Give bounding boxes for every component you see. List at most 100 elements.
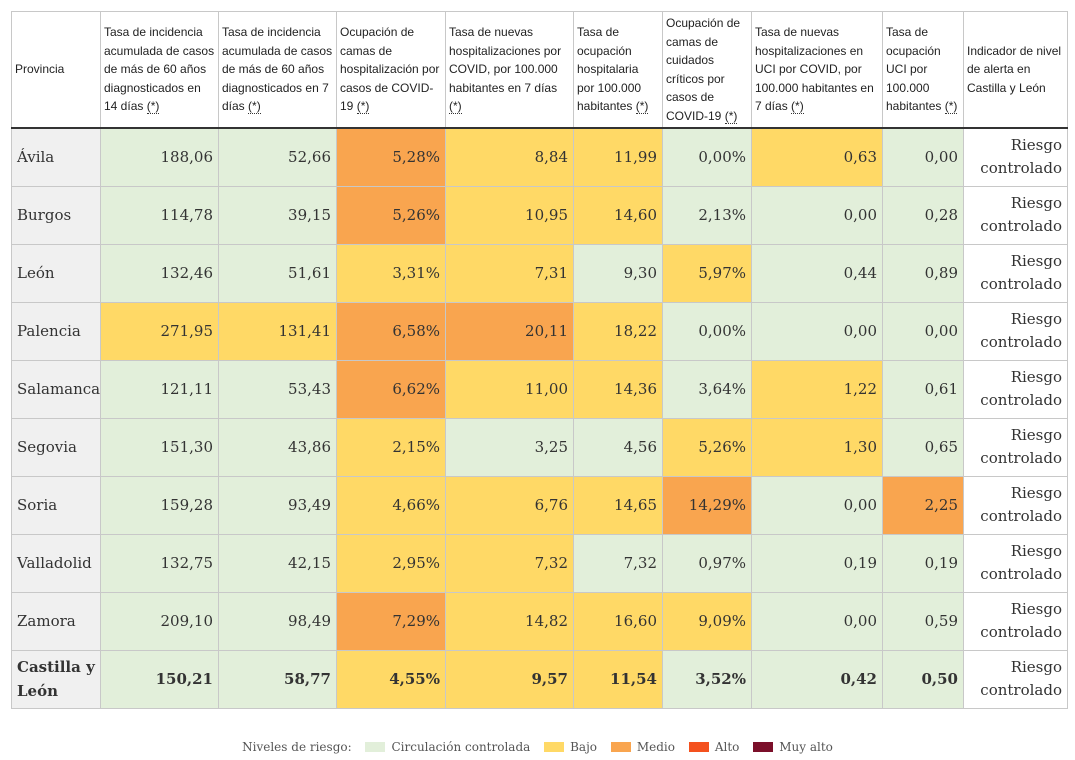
value-cell: 0,89	[882, 243, 964, 303]
value-cell: 150,21	[100, 649, 219, 709]
alert-level-cell: Riesgo controlado	[963, 649, 1068, 709]
value-cell: 131,41	[218, 301, 337, 361]
province-cell: Salamanca	[11, 359, 101, 419]
value-cell: 11,00	[445, 359, 574, 419]
province-cell: Zamora	[11, 591, 101, 651]
province-cell: Palencia	[11, 301, 101, 361]
value-cell: 188,06	[100, 127, 219, 187]
footnote-link[interactable]: (*)	[791, 99, 804, 115]
alert-level-cell: Riesgo controlado	[963, 185, 1068, 245]
header-ocupacion-hospitalaria: Tasa de ocupación hospitalaria por 100.0…	[573, 11, 663, 129]
value-cell: 0,00	[751, 475, 883, 535]
value-cell: 271,95	[100, 301, 219, 361]
legend-item-label: Circulación controlada	[391, 740, 531, 754]
table-row: Ávila 188,06 52,66 5,28% 8,84 11,99 0,00% 0,63 0…	[11, 127, 1068, 187]
value-cell: 14,65	[573, 475, 663, 535]
value-cell: 6,62%	[336, 359, 446, 419]
table-row: Valladolid 132,75 42,15 2,95% 7,32 7,32 0,97% 0…	[11, 533, 1068, 593]
legend-label: Niveles de riesgo:	[242, 740, 352, 754]
value-cell: 2,25	[882, 475, 964, 535]
table-row: Soria 159,28 93,49 4,66% 6,76 14,65 14,29% 0,00…	[11, 475, 1068, 535]
value-cell: 1,22	[751, 359, 883, 419]
value-cell: 3,64%	[662, 359, 752, 419]
value-cell: 98,49	[218, 591, 337, 651]
value-cell: 3,31%	[336, 243, 446, 303]
value-cell: 0,59	[882, 591, 964, 651]
value-cell: 11,99	[573, 127, 663, 187]
header-indicador-alerta: Indicador de nivel de alerta en Castilla…	[963, 11, 1068, 129]
value-cell: 39,15	[218, 185, 337, 245]
value-cell: 4,66%	[336, 475, 446, 535]
alert-level-cell: Riesgo controlado	[963, 417, 1068, 477]
province-cell: Valladolid	[11, 533, 101, 593]
legend-swatch	[544, 742, 565, 752]
header-provincia: Provincia	[11, 11, 101, 129]
province-cell: León	[11, 243, 101, 303]
legend-item-label: Muy alto	[779, 740, 833, 754]
value-cell: 7,31	[445, 243, 574, 303]
value-cell: 0,00	[751, 301, 883, 361]
value-cell: 20,11	[445, 301, 574, 361]
table-row: Burgos 114,78 39,15 5,26% 10,95 14,60 2,13% 0,0…	[11, 185, 1068, 245]
value-cell: 42,15	[218, 533, 337, 593]
value-cell: 16,60	[573, 591, 663, 651]
footnote-link[interactable]: (*)	[146, 99, 160, 115]
value-cell: 3,25	[445, 417, 574, 477]
value-cell: 121,11	[100, 359, 219, 419]
footnote-link[interactable]: (*)	[248, 99, 261, 115]
value-cell: 0,00%	[662, 301, 752, 361]
value-cell: 93,49	[218, 475, 337, 535]
alert-level-cell: Riesgo controlado	[963, 243, 1068, 303]
risk-indicators-table: Provincia Tasa de incidencia acumulada d…	[11, 11, 1068, 709]
legend-swatch	[688, 742, 709, 752]
value-cell: 5,26%	[662, 417, 752, 477]
value-cell: 159,28	[100, 475, 219, 535]
value-cell: 6,58%	[336, 301, 446, 361]
value-cell: 0,00	[751, 185, 883, 245]
value-cell: 3,52%	[662, 649, 752, 709]
value-cell: 14,60	[573, 185, 663, 245]
value-cell: 0,28	[882, 185, 964, 245]
value-cell: 10,95	[445, 185, 574, 245]
legend-item-alto: Alto	[688, 740, 740, 754]
footnote-link[interactable]: (*)	[635, 99, 649, 115]
value-cell: 43,86	[218, 417, 337, 477]
value-cell: 0,00	[751, 591, 883, 651]
value-cell: 58,77	[218, 649, 337, 709]
value-cell: 53,43	[218, 359, 337, 419]
value-cell: 4,56	[573, 417, 663, 477]
table-row: Zamora 209,10 98,49 7,29% 14,82 16,60 9,09% 0,0…	[11, 591, 1068, 651]
table-row: Palencia 271,95 131,41 6,58% 20,11 18,22 0,00%…	[11, 301, 1068, 361]
value-cell: 5,26%	[336, 185, 446, 245]
value-cell: 14,29%	[662, 475, 752, 535]
alert-level-cell: Riesgo controlado	[963, 591, 1068, 651]
value-cell: 0,42	[751, 649, 883, 709]
value-cell: 0,50	[882, 649, 964, 709]
legend-swatch	[610, 742, 631, 752]
value-cell: 114,78	[100, 185, 219, 245]
legend-item-bajo: Bajo	[544, 740, 597, 754]
footnote-link[interactable]: (*)	[449, 99, 462, 115]
value-cell: 0,63	[751, 127, 883, 187]
alert-level-cell: Riesgo controlado	[963, 533, 1068, 593]
province-cell: Burgos	[11, 185, 101, 245]
value-cell: 2,95%	[336, 533, 446, 593]
province-cell: Soria	[11, 475, 101, 535]
value-cell: 132,46	[100, 243, 219, 303]
value-cell: 7,32	[445, 533, 574, 593]
alert-level-cell: Riesgo controlado	[963, 127, 1068, 187]
table-row: Segovia 151,30 43,86 2,15% 3,25 4,56 5,26% 1,30…	[11, 417, 1068, 477]
value-cell: 7,32	[573, 533, 663, 593]
value-cell: 132,75	[100, 533, 219, 593]
footnote-link[interactable]: (*)	[944, 99, 958, 115]
legend-item-label: Alto	[714, 740, 740, 754]
value-cell: 14,82	[445, 591, 574, 651]
footnote-link[interactable]: (*)	[724, 108, 738, 124]
province-cell: Castilla y León	[11, 649, 101, 709]
province-cell: Ávila	[11, 127, 101, 187]
value-cell: 9,30	[573, 243, 663, 303]
header-incidencia-14d: Tasa de incidencia acumulada de casos de…	[100, 11, 219, 129]
risk-legend: Niveles de riesgo: Circulación controlad…	[0, 740, 1075, 754]
footnote-link[interactable]: (*)	[356, 99, 370, 115]
header-ocupacion-uci: Tasa de ocupación UCI por 100.000 habita…	[882, 11, 964, 129]
